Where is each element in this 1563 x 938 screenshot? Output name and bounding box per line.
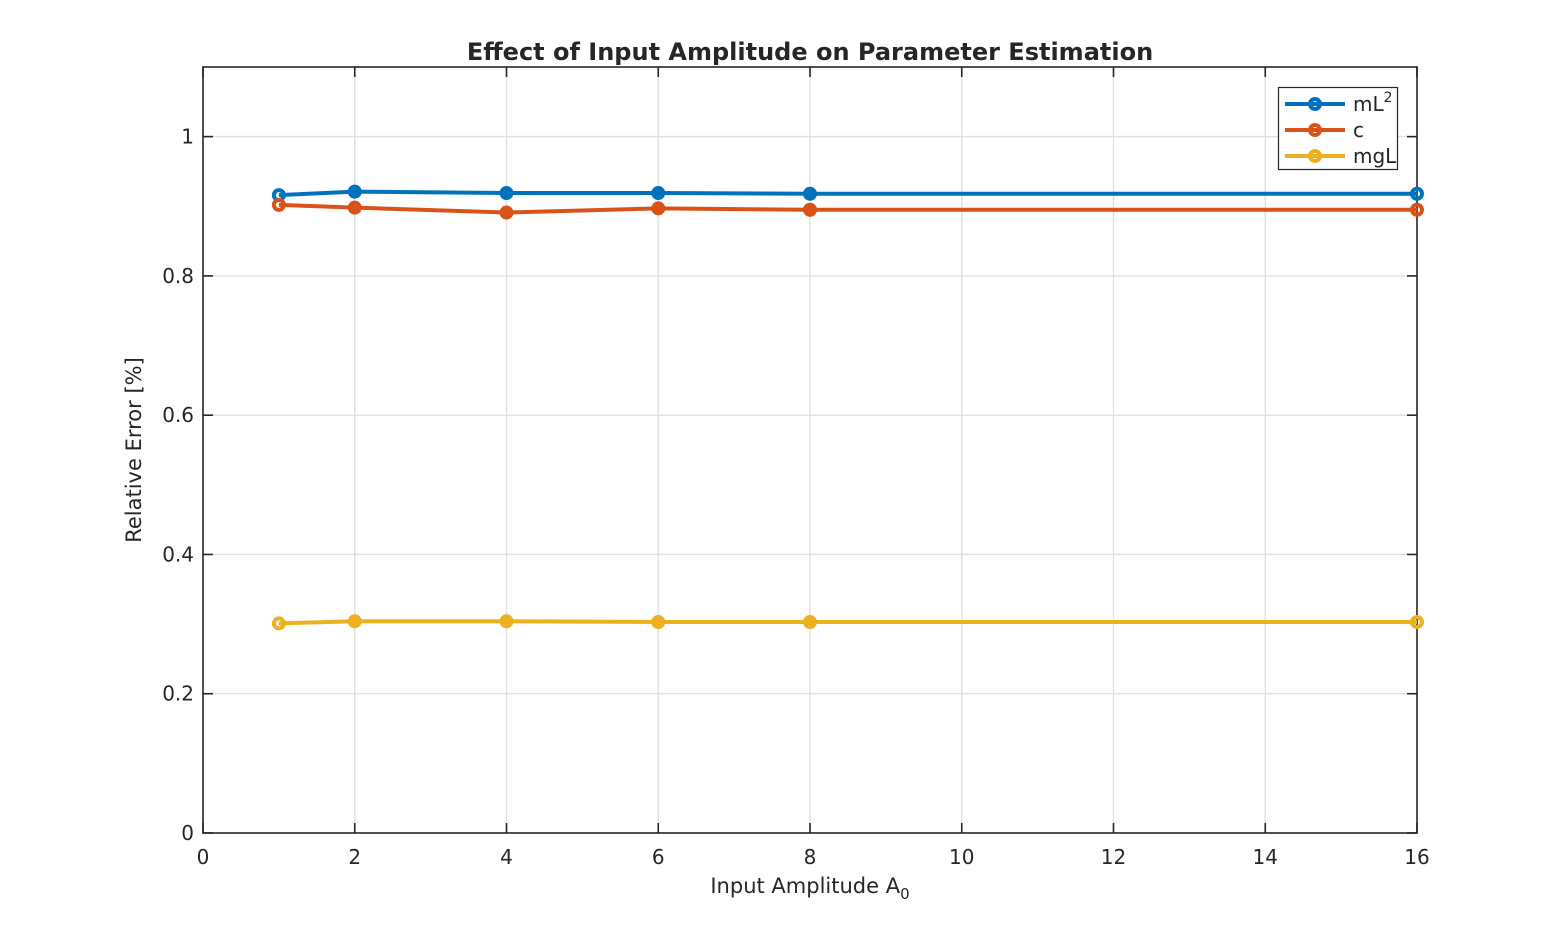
data-point-marker (651, 186, 666, 201)
data-point-marker (1410, 615, 1424, 630)
legend-label-text: mL (1353, 92, 1384, 116)
x-tick-label: 10 (949, 845, 974, 869)
data-point-marker (347, 614, 362, 629)
data-point-marker (651, 615, 666, 630)
chart-title: Effect of Input Amplitude on Parameter E… (467, 38, 1153, 66)
y-tick-label: 0.4 (162, 542, 194, 566)
data-point-marker (499, 186, 514, 201)
legend-marker (1308, 149, 1322, 163)
series-line-mgL (278, 619, 1417, 626)
legend-marker (1308, 97, 1322, 111)
y-tick-label: 0.6 (162, 403, 194, 427)
x-tick-label: 6 (652, 845, 665, 869)
legend-label: c (1353, 118, 1364, 142)
data-point-marker (1410, 186, 1424, 201)
data-point-marker (803, 202, 817, 217)
y-tick-label: 0 (181, 821, 194, 845)
x-tick-label: 12 (1101, 845, 1126, 869)
legend-label: mgL (1353, 144, 1397, 168)
legend: mL2 c mgL (1277, 86, 1399, 171)
tick-marks (202, 67, 1418, 834)
x-axis-label-subscript: 0 (900, 885, 910, 903)
y-tick-label: 0.2 (162, 682, 194, 706)
y-axis-label: Relative Error [%] (122, 357, 146, 543)
x-tick-label: 4 (500, 845, 513, 869)
data-point-marker (347, 200, 362, 215)
y-tick-label: 1 (181, 125, 194, 149)
data-point-marker (499, 205, 514, 220)
x-tick-label: 2 (348, 845, 361, 869)
data-point-marker (803, 615, 817, 630)
data-series (271, 184, 1424, 631)
x-tick-label: 14 (1253, 845, 1278, 869)
x-tick-label: 0 (197, 845, 210, 869)
grid-lines (203, 67, 1417, 833)
series-line-c (278, 202, 1417, 215)
data-point-marker (499, 614, 514, 629)
x-tick-label: 16 (1404, 845, 1429, 869)
tick-labels: 0 2 4 6 8 10 12 14 16 0 0.2 0.4 0.6 0.8 1 (162, 125, 1430, 869)
data-point-marker (1410, 202, 1424, 217)
data-point-marker (271, 197, 286, 212)
legend-label-text: c (1353, 118, 1364, 142)
series-line-mL2 (278, 189, 1417, 198)
legend-label: mL2 (1353, 90, 1393, 116)
x-tick-label: 8 (804, 845, 817, 869)
legend-item-mgL: mgL (1285, 144, 1397, 168)
y-tick-label: 0.8 (162, 264, 194, 288)
legend-item-c: c (1285, 118, 1364, 142)
legend-label-text: mgL (1353, 144, 1397, 168)
x-axis-label: Input Amplitude A0 (710, 874, 909, 903)
data-point-marker (803, 186, 817, 201)
data-point-marker (347, 184, 362, 199)
legend-marker (1308, 123, 1322, 137)
data-point-marker (651, 201, 666, 216)
data-point-marker (271, 616, 286, 631)
legend-label-sup: 2 (1384, 90, 1393, 106)
legend-item-mL2: mL2 (1285, 90, 1393, 116)
x-axis-label-text: Input Amplitude A (710, 874, 900, 898)
